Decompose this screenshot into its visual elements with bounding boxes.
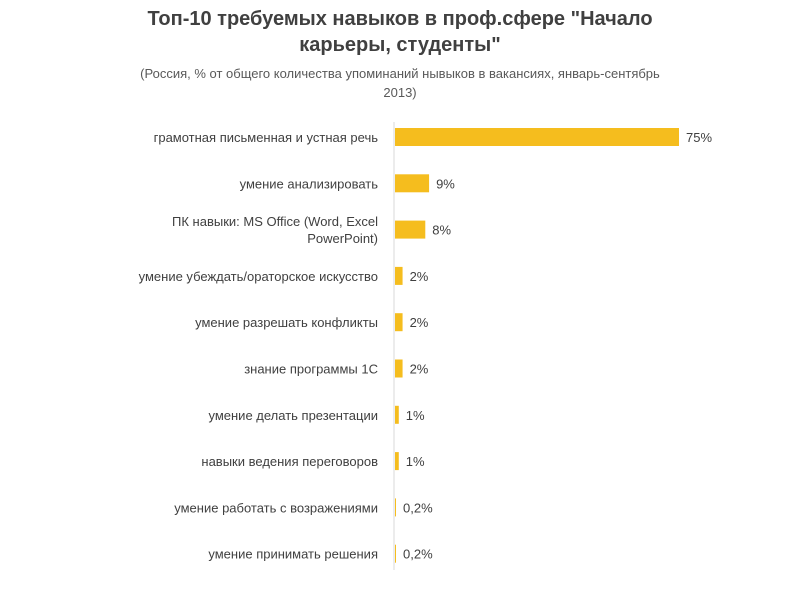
data-label: 9% [436, 176, 455, 191]
category-label: умение делать презентации [208, 408, 378, 423]
category-label-line: умение принимать решения [208, 547, 378, 562]
category-label: ПК навыки: MS Office (Word, Excel PowerPo… [172, 214, 378, 246]
category-label-line: умение разрешать конфликты [195, 315, 378, 330]
data-label: 1% [406, 408, 425, 423]
category-label-line: PowerPoint) [307, 231, 378, 246]
bar [395, 266, 403, 285]
bar [395, 174, 430, 193]
data-label: 1% [406, 454, 425, 469]
category-label-line: умение анализировать [240, 176, 379, 191]
data-label: 0,2% [403, 500, 433, 515]
category-label-line: умение делать презентации [208, 408, 378, 423]
data-label: 2% [410, 315, 429, 330]
data-label: 8% [432, 223, 451, 238]
category-label: умение принимать решения [208, 547, 378, 562]
bar [395, 498, 396, 517]
data-label: 2% [410, 269, 429, 284]
data-label: 75% [686, 130, 712, 145]
category-label-line: ПК навыки: MS Office (Word, Excel [172, 214, 378, 229]
bar [395, 220, 426, 239]
category-label-line: грамотная письменная и устная речь [154, 130, 379, 145]
category-label: навыки ведения переговоров [201, 454, 378, 469]
data-label: 2% [410, 362, 429, 377]
chart-subtitle: (Россия, % от общего количества упоминан… [140, 66, 660, 100]
category-label: умение разрешать конфликты [195, 315, 378, 330]
category-label-line: навыки ведения переговоров [201, 454, 378, 469]
category-label-line: знание программы 1С [244, 362, 378, 377]
category-label-line: умение работать с возражениями [174, 500, 378, 515]
bar [395, 544, 396, 563]
chart-header: Топ-10 требуемых навыков в проф.сфере "Н… [0, 6, 800, 102]
category-label: умение работать с возражениями [174, 500, 378, 515]
category-label: умение анализировать [240, 176, 379, 191]
bar [395, 359, 403, 378]
bar [395, 405, 399, 424]
category-label-line: умение убеждать/ораторское искусство [139, 269, 378, 284]
category-label: знание программы 1С [244, 362, 378, 377]
bar [395, 128, 679, 146]
category-label: умение убеждать/ораторское искусство [139, 269, 378, 284]
chart-title: Топ-10 требуемых навыков в проф.сфере "Н… [147, 8, 653, 56]
category-label: грамотная письменная и устная речь [154, 130, 379, 145]
bar [395, 313, 403, 332]
bar [395, 452, 399, 471]
data-label: 0,2% [403, 547, 433, 562]
